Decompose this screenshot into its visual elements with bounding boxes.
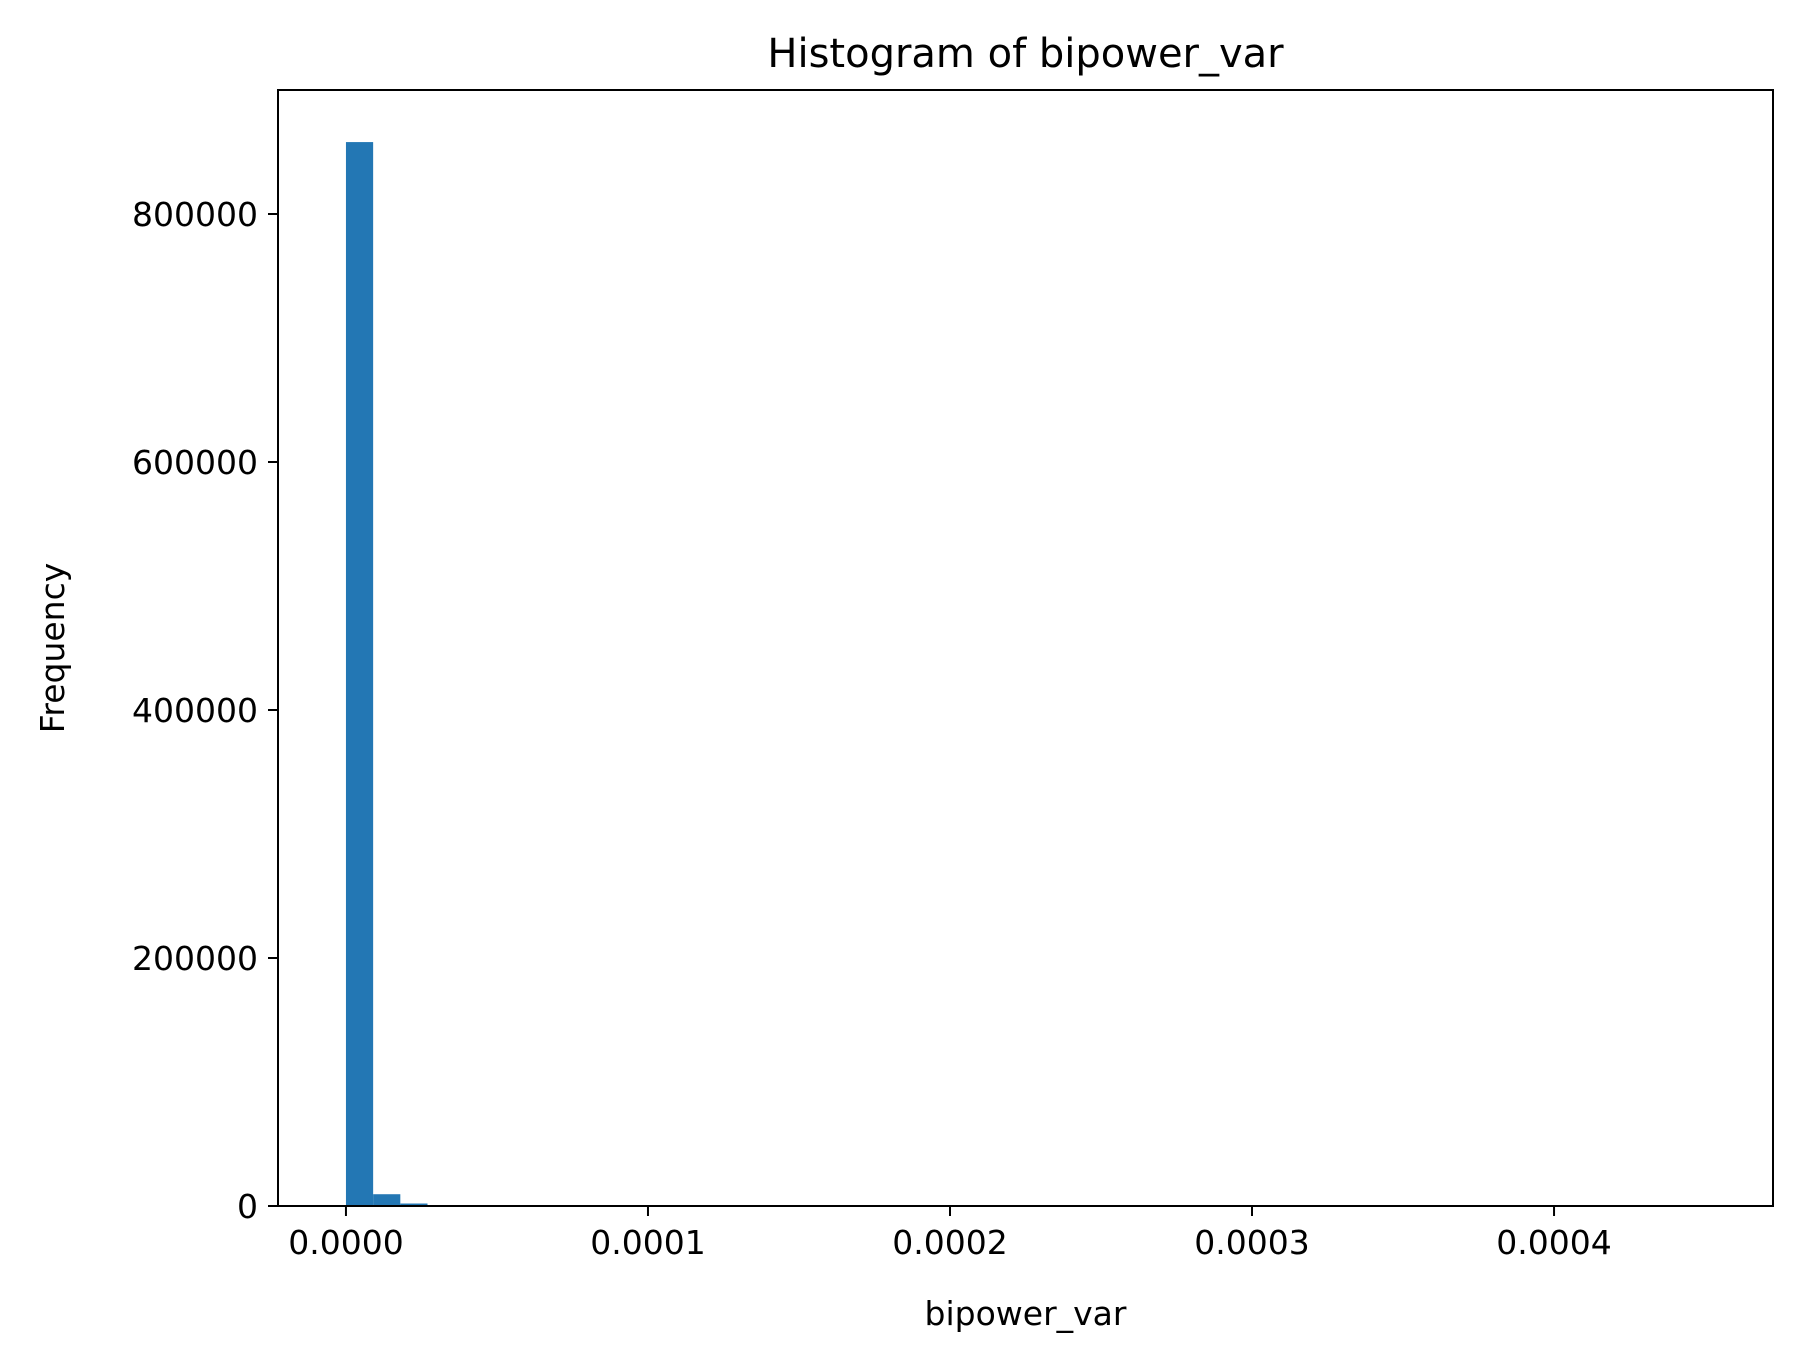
y-tick-label: 800000 xyxy=(132,195,258,234)
plot-area-frame xyxy=(277,89,1774,1207)
histogram-bar xyxy=(373,1194,401,1206)
y-axis-label: Frequency xyxy=(33,563,72,733)
x-axis-label: bipower_var xyxy=(925,1294,1127,1333)
y-tick-label: 0 xyxy=(237,1187,258,1226)
x-tick-label: 0.0002 xyxy=(892,1223,1007,1262)
x-axis-ticks: 0.0000 0.0001 0.0002 0.0003 0.0004 xyxy=(288,1206,1612,1262)
chart-title: Histogram of bipower_var xyxy=(767,31,1284,77)
histogram-bars xyxy=(345,142,482,1207)
histogram-bar xyxy=(400,1203,428,1206)
y-tick-label: 200000 xyxy=(132,939,258,978)
y-axis-ticks: 0 200000 400000 600000 800000 xyxy=(132,195,278,1226)
x-tick-label: 0.0000 xyxy=(288,1223,403,1262)
y-tick-label: 600000 xyxy=(132,443,258,482)
x-tick-label: 0.0003 xyxy=(1194,1223,1309,1262)
x-tick-label: 0.0001 xyxy=(590,1223,705,1262)
histogram-bar xyxy=(345,142,374,1207)
y-tick-label: 400000 xyxy=(132,691,258,730)
x-tick-label: 0.0004 xyxy=(1496,1223,1611,1262)
